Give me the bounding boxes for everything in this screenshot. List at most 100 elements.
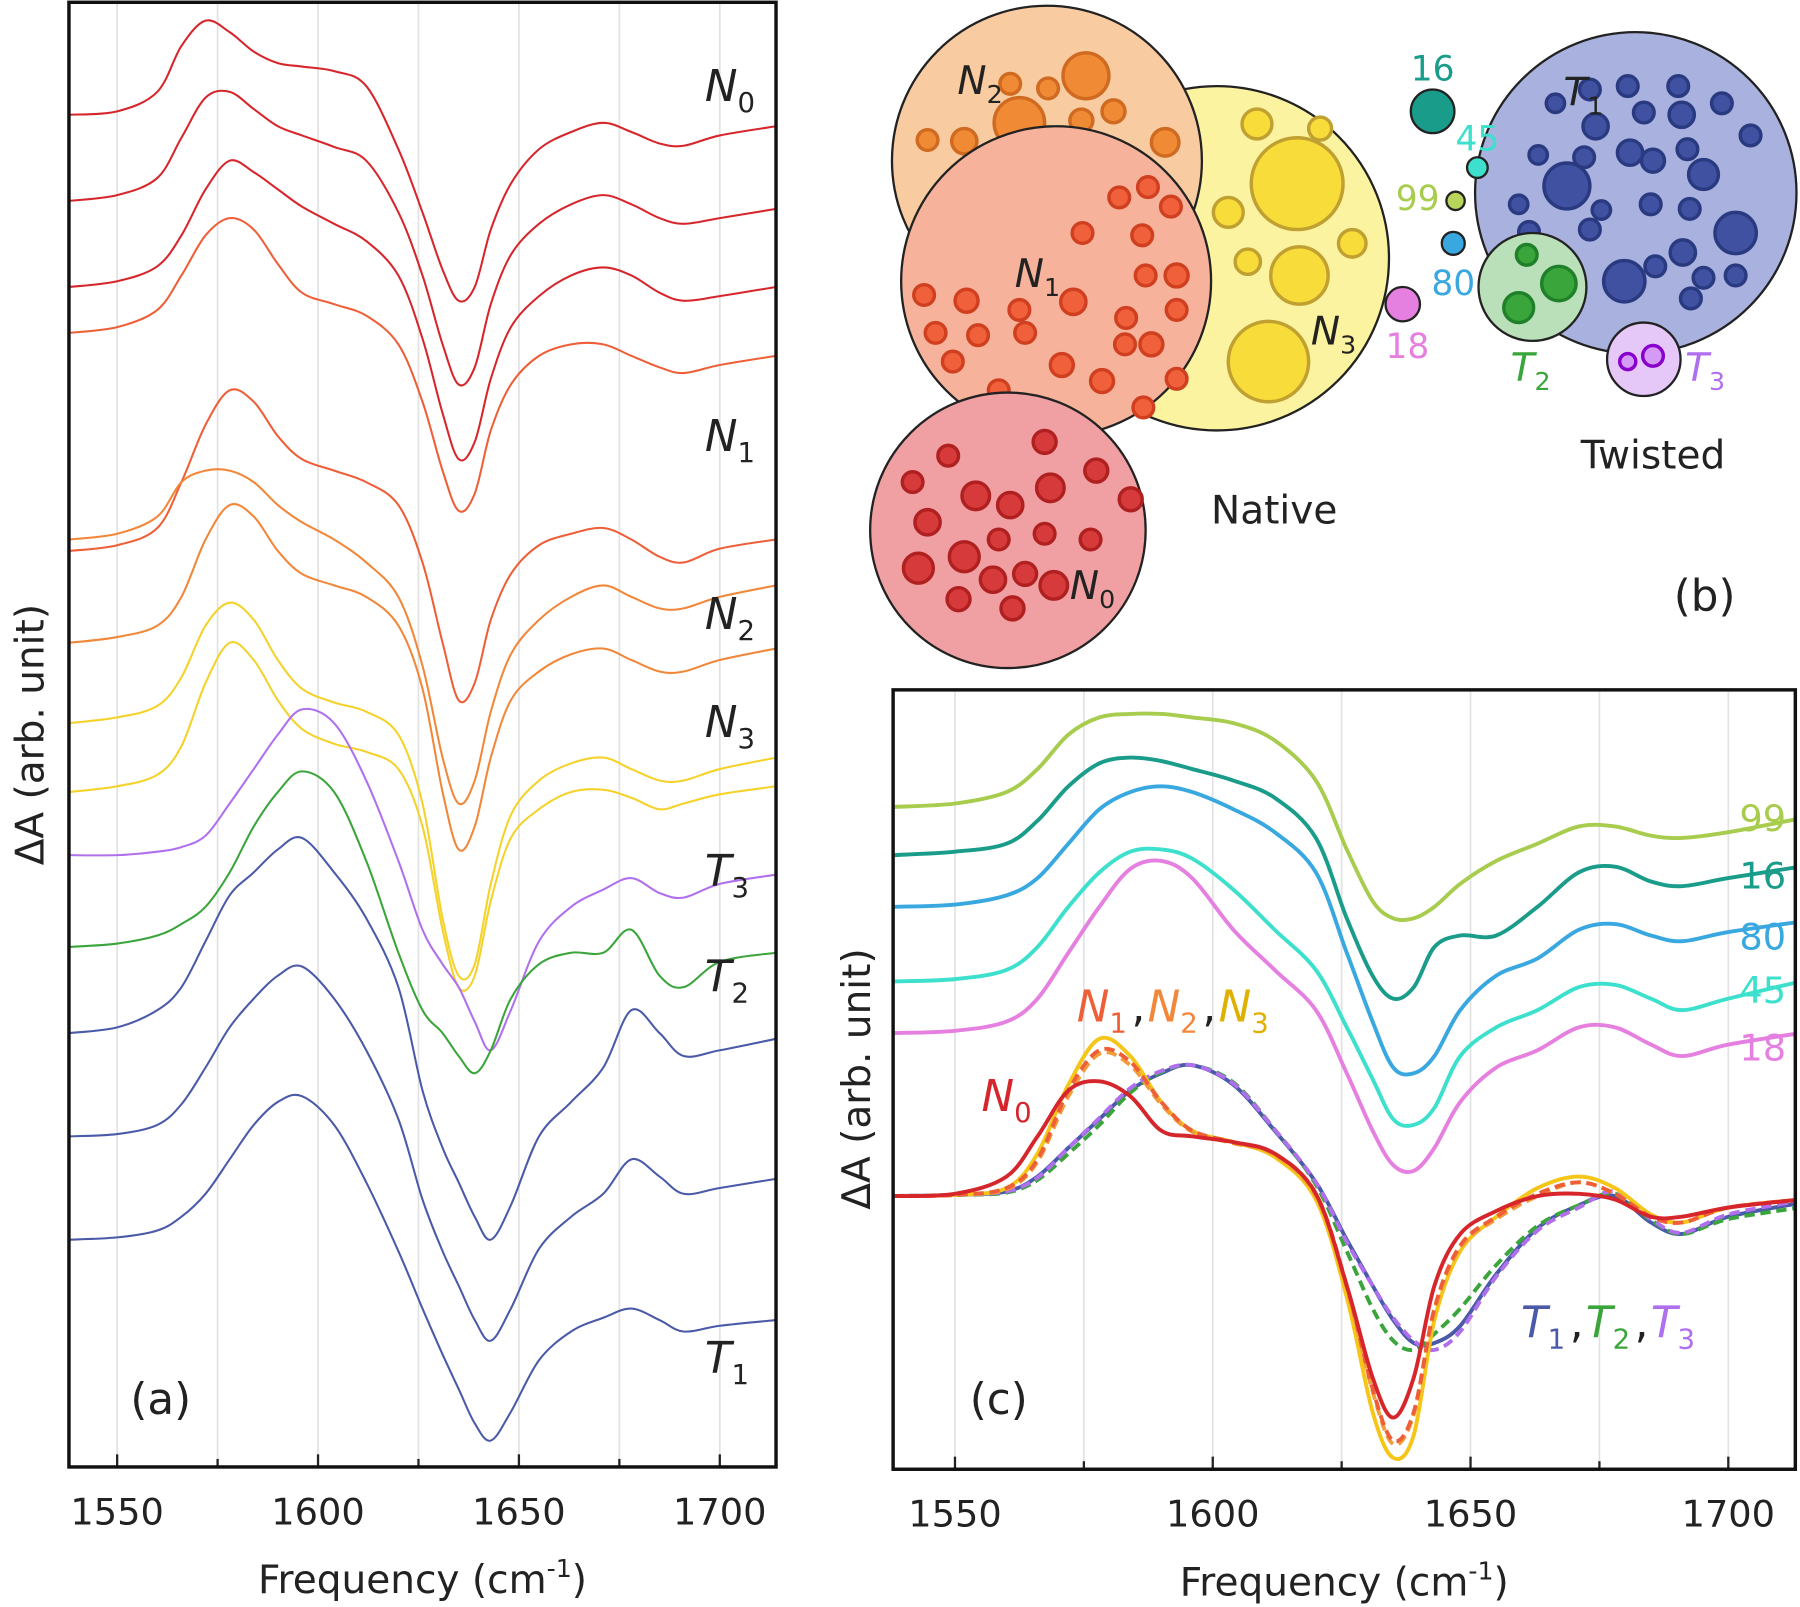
- twisted-label: Twisted: [1580, 433, 1726, 478]
- annotation-subscript: 2: [1180, 1008, 1198, 1040]
- dot: [1112, 332, 1138, 357]
- dot: [1306, 115, 1334, 142]
- dot: [1149, 126, 1181, 158]
- dot: [1100, 98, 1127, 125]
- dot: [1083, 457, 1110, 484]
- dot: [998, 71, 1023, 96]
- dot: [1233, 247, 1263, 277]
- y-axis-label: ΔA (arb. unit): [9, 604, 54, 865]
- dot: [1048, 351, 1076, 379]
- series-group: [68, 19, 777, 1442]
- dot: [1158, 194, 1183, 219]
- annotation-subscript: 2: [1613, 1324, 1631, 1356]
- dot: [915, 127, 940, 153]
- panel-label: (c): [970, 1375, 1028, 1425]
- dot: [1114, 305, 1139, 331]
- annotation-subscript: 1: [1109, 1008, 1127, 1040]
- label-letter: T: [1563, 71, 1590, 116]
- annotation-subscript: 3: [737, 723, 755, 755]
- series-line: [893, 1079, 1796, 1420]
- annotation: N0: [981, 1072, 1031, 1129]
- dot: [1544, 92, 1567, 115]
- annotation: N2: [705, 590, 755, 647]
- dot: [1502, 290, 1536, 325]
- series-label: 45: [1739, 969, 1786, 1012]
- dot: [1639, 147, 1667, 174]
- annotation-letter: T: [1521, 1298, 1551, 1348]
- dot: [1226, 319, 1311, 404]
- dot: [1031, 428, 1058, 456]
- series-line: [68, 707, 777, 1052]
- dot: [995, 490, 1025, 520]
- annotation: T1: [705, 1334, 749, 1391]
- annotation-subscript: 1: [737, 438, 755, 470]
- dot: [1130, 223, 1155, 248]
- x-label-text: ): [572, 1558, 587, 1603]
- label-subscript: 2: [987, 80, 1003, 109]
- label-letter: T: [1685, 346, 1712, 391]
- annotation-letter: N: [1077, 983, 1110, 1033]
- cluster-diagram: N0 N1 N2 N3 T1 T2 T3 16 45 99 80 18 Nati…: [869, 4, 1798, 670]
- x-tick-label: 1700: [673, 1490, 766, 1533]
- group-label: T3: [1685, 346, 1725, 396]
- annotation-letter: T: [1651, 1298, 1681, 1348]
- series-line: [893, 711, 1796, 923]
- cluster-label: 18: [1385, 327, 1429, 367]
- x-label-superscript: -1: [547, 1554, 572, 1583]
- group-label: T1: [1563, 71, 1603, 121]
- label-subscript: 1: [1587, 92, 1603, 121]
- cluster-99: [1445, 190, 1466, 212]
- dot: [1666, 74, 1691, 99]
- annotation: T2: [705, 953, 749, 1010]
- dot: [1164, 297, 1189, 322]
- annotation-letter: T: [705, 847, 735, 897]
- dots: [912, 175, 1190, 420]
- x-label-text: Frequency (cm: [258, 1558, 547, 1603]
- dot: [1131, 395, 1156, 420]
- dot: [1539, 264, 1578, 303]
- annotation-subscript: 3: [732, 873, 750, 905]
- annotation-subscript: 0: [1014, 1098, 1032, 1130]
- dot: [940, 349, 965, 374]
- plot-frame: [67, 0, 778, 1469]
- x-tick-label: 1600: [271, 1490, 364, 1533]
- cluster-label: 16: [1411, 49, 1455, 89]
- dot: [1135, 175, 1160, 200]
- dot: [1640, 343, 1666, 368]
- dot: [1078, 527, 1103, 552]
- annotation-letter: T: [705, 1334, 735, 1384]
- dot: [1164, 366, 1189, 391]
- dot: [1677, 196, 1702, 221]
- series-group: [893, 711, 1796, 1461]
- annotation-letter: N: [705, 590, 738, 640]
- x-axis-label: Frequency (cm-1): [1180, 1556, 1509, 1605]
- label-subscript: 3: [1340, 331, 1356, 360]
- label-letter: T: [1511, 346, 1538, 391]
- dot: [1007, 297, 1032, 322]
- series-line: [68, 216, 777, 513]
- label-letter: N: [1015, 252, 1044, 297]
- annotation-letter: T: [705, 953, 735, 1003]
- dot: [912, 282, 937, 308]
- panel-label: (a): [130, 1375, 191, 1425]
- annotation-subscript: 1: [1548, 1324, 1566, 1356]
- cluster-18: [1384, 285, 1422, 323]
- dot: [1013, 320, 1038, 345]
- dot: [1058, 287, 1088, 317]
- annotation: T3: [705, 847, 749, 904]
- x-label-text: ): [1494, 1561, 1509, 1606]
- series-line: [68, 468, 777, 806]
- cluster-n0: [869, 391, 1147, 670]
- series-line: [68, 159, 777, 462]
- series-line: [68, 601, 777, 981]
- x-label-text: Frequency (cm: [1180, 1561, 1469, 1606]
- dots: [1211, 107, 1368, 404]
- series-line: [68, 503, 777, 852]
- dots: [900, 428, 1144, 622]
- label-letter: N: [1311, 309, 1340, 354]
- dot: [1032, 521, 1057, 546]
- dot: [1667, 100, 1697, 130]
- dot: [1615, 74, 1640, 99]
- dot: [1615, 138, 1645, 168]
